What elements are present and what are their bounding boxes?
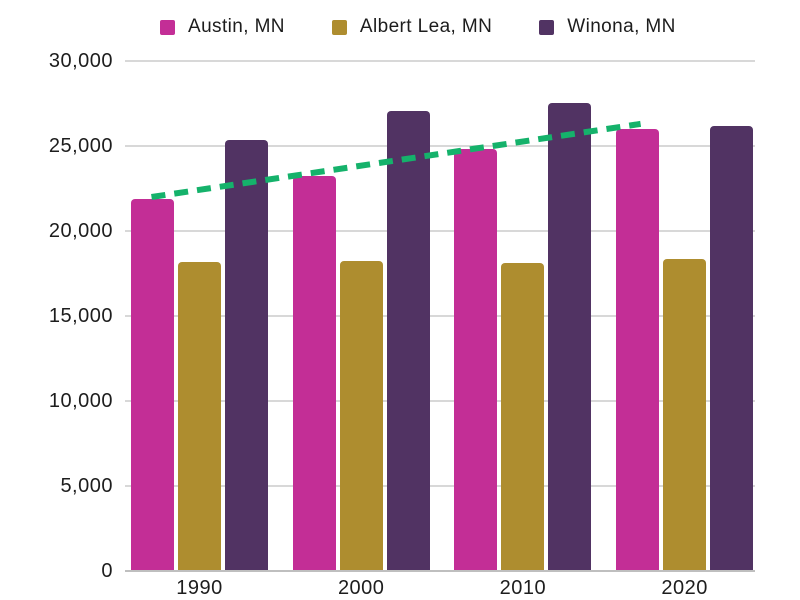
bar-albert-lea-mn-2010	[501, 263, 545, 571]
bar-albert-lea-mn-2020	[663, 259, 707, 571]
legend-label: Winona, MN	[567, 16, 676, 37]
gridline-25000	[125, 145, 755, 147]
legend-swatch-austin-mn	[160, 19, 175, 35]
legend-item-winona-mn: Winona, MN	[539, 16, 676, 38]
gridline-15000	[125, 315, 755, 317]
legend-swatch-winona-mn	[539, 19, 555, 35]
y-tick-label: 25,000	[48, 135, 113, 157]
y-tick-label: 10,000	[48, 390, 113, 412]
x-axis-line	[125, 570, 755, 572]
legend-item-albert-lea-mn: Albert Lea, MN	[331, 16, 493, 38]
bar-austin-mn-2000	[292, 175, 336, 571]
bar-austin-mn-2020	[616, 129, 660, 571]
bar-austin-mn-2010	[454, 148, 498, 571]
bar-winona-mn-2000	[386, 111, 430, 571]
gridline-30000	[125, 60, 755, 62]
plot-area	[125, 60, 755, 572]
x-tick-label-1990: 1990	[176, 577, 223, 599]
y-tick-label: 20,000	[48, 220, 113, 242]
bar-winona-mn-1990	[225, 140, 268, 571]
legend-swatch-albert-lea-mn	[331, 19, 347, 35]
y-tick-label: 0	[101, 560, 113, 582]
bar-winona-mn-2020	[710, 126, 754, 571]
x-tick-label-2010: 2010	[499, 577, 547, 599]
bar-albert-lea-mn-2000	[339, 260, 383, 571]
gridline-10000	[125, 400, 755, 402]
bar-albert-lea-mn-1990	[178, 261, 221, 571]
legend-label: Austin, MN	[188, 16, 285, 37]
bar-austin-mn-1990	[131, 198, 174, 571]
legend-item-austin-mn: Austin, MN	[160, 16, 285, 38]
gridline-20000	[125, 230, 755, 232]
gridline-5000	[125, 485, 755, 487]
y-tick-label: 30,000	[48, 50, 113, 72]
bar-winona-mn-2010	[548, 102, 592, 571]
x-tick-label-2020: 2020	[661, 577, 708, 599]
y-tick-label: 15,000	[48, 305, 113, 327]
y-tick-label: 5,000	[60, 475, 113, 497]
x-tick-label-2000: 2000	[337, 577, 385, 599]
legend-label: Albert Lea, MN	[359, 16, 493, 37]
legend: Austin, MN Albert Lea, MN Winona, MN	[160, 16, 676, 38]
